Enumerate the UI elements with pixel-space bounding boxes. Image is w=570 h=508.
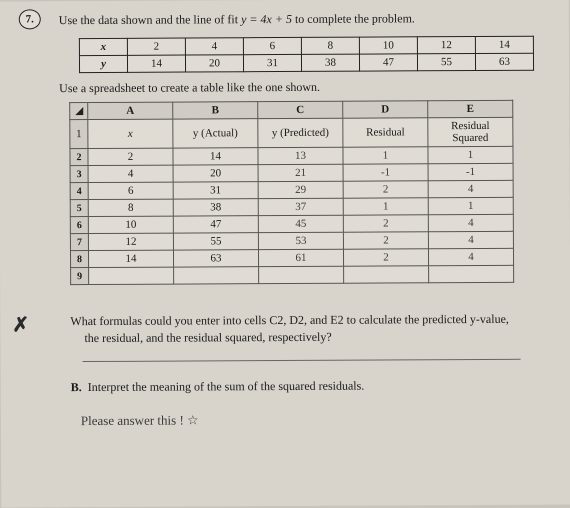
cell: 6 <box>88 182 173 199</box>
cell: 20 <box>173 165 258 182</box>
cell: 31 <box>243 54 301 71</box>
row-number: 4 <box>70 183 88 200</box>
cell: 12 <box>88 233 173 250</box>
header-actual: y (Actual) <box>173 119 258 148</box>
table-row: y 14 20 31 38 47 55 63 <box>79 53 533 72</box>
hand-cell: -1 <box>428 163 513 180</box>
header-residual: Residual <box>343 118 428 147</box>
cell: 2 <box>127 38 185 55</box>
cell: 14 <box>475 36 533 53</box>
x-mark-icon: ✗ <box>26 311 29 339</box>
col-letter: E <box>428 100 513 117</box>
col-letter: C <box>258 101 343 118</box>
cell: 38 <box>301 54 359 71</box>
cell: 55 <box>173 233 258 250</box>
sub-prompt: Use a spreadsheet to create a table like… <box>59 79 549 97</box>
row-number: 6 <box>70 217 88 234</box>
hand-cell: 4 <box>428 180 513 197</box>
hand-cell: 2 <box>343 181 428 198</box>
part-b: B. Interpret the meaning of the sum of t… <box>71 377 521 394</box>
cell: 63 <box>475 53 533 70</box>
hand-cell: -1 <box>343 164 428 181</box>
col-letter: A <box>88 102 173 119</box>
cell <box>174 267 259 284</box>
cell: 2 <box>88 148 173 165</box>
row-number: 7 <box>70 234 88 251</box>
cell: 12 <box>417 37 475 54</box>
handwritten-plea: Please answer this ! ☆ <box>81 410 551 428</box>
part-b-text: Interpret the meaning of the sum of the … <box>88 378 365 393</box>
header-residual-sq: Residual Squared <box>428 117 513 146</box>
cell: 4 <box>185 38 243 55</box>
cell: 10 <box>359 37 417 54</box>
hand-cell: 2 <box>343 249 428 266</box>
hand-cell: 53 <box>258 232 343 249</box>
cell: 14 <box>127 55 185 72</box>
hand-cell: 29 <box>258 181 343 198</box>
prompt-text-b: to complete the problem. <box>292 11 415 26</box>
hand-cell: 21 <box>258 164 343 181</box>
table-row: 9 <box>71 265 514 284</box>
header-predicted: y (Predicted) <box>258 118 343 147</box>
cell: 47 <box>359 54 417 71</box>
cell <box>89 267 174 284</box>
prompt-equation: y = 4x + 5 <box>241 12 292 26</box>
cell <box>429 265 514 282</box>
cell: 10 <box>88 216 173 233</box>
corner-icon <box>70 103 88 120</box>
header-row: 1 x y (Actual) y (Predicted) Residual Re… <box>70 117 513 148</box>
main-prompt: Use the data shown and the line of fit y… <box>59 11 549 29</box>
hand-cell: 4 <box>428 248 513 265</box>
hand-cell: 2 <box>343 215 428 232</box>
hand-cell: 61 <box>258 249 343 266</box>
hand-cell: 1 <box>428 146 513 163</box>
cell: 31 <box>173 182 258 199</box>
col-letter: D <box>343 101 428 118</box>
hand-cell: 45 <box>258 215 343 232</box>
row-number: 8 <box>70 251 88 268</box>
cell: 14 <box>173 148 258 165</box>
row-number: 9 <box>71 268 89 285</box>
prompt-text-a: Use the data shown and the line of fit <box>59 12 241 27</box>
row-number: 1 <box>70 120 88 149</box>
question-number-badge: 7. <box>19 9 41 29</box>
cell: 4 <box>88 165 173 182</box>
cell: 55 <box>417 54 475 71</box>
cell: 6 <box>243 37 301 54</box>
hand-cell: 37 <box>258 198 343 215</box>
answer-line <box>83 358 521 361</box>
hand-cell: 2 <box>343 232 428 249</box>
hand-cell: 1 <box>343 147 428 164</box>
row-number: 5 <box>70 200 88 217</box>
hand-cell: 13 <box>258 147 343 164</box>
row-label-x: x <box>79 38 127 55</box>
hand-cell: 4 <box>428 214 513 231</box>
hand-cell: 1 <box>428 197 513 214</box>
col-letter: B <box>173 102 258 119</box>
row-number: 2 <box>70 149 88 166</box>
spreadsheet-table: A B C D E 1 x y (Actual) y (Predicted) R… <box>69 100 514 285</box>
xy-data-table: x 2 4 6 8 10 12 14 y 14 20 31 38 47 55 6… <box>79 36 534 73</box>
cell: 8 <box>301 37 359 54</box>
cell: 14 <box>88 250 173 267</box>
header-x: x <box>88 119 173 148</box>
cell <box>259 266 344 283</box>
part-a-text: What formulas could you enter into cells… <box>70 312 509 345</box>
part-b-label: B. <box>71 380 82 394</box>
cell: 38 <box>173 199 258 216</box>
cell: 63 <box>173 250 258 267</box>
row-label-y: y <box>79 55 127 72</box>
cell <box>344 266 429 283</box>
cell: 47 <box>173 216 258 233</box>
part-a: ✗ What formulas could you enter into cel… <box>70 311 520 347</box>
row-number: 3 <box>70 166 88 183</box>
hand-cell: 1 <box>343 198 428 215</box>
hand-cell: 4 <box>428 231 513 248</box>
cell: 20 <box>185 55 243 72</box>
cell: 8 <box>88 199 173 216</box>
